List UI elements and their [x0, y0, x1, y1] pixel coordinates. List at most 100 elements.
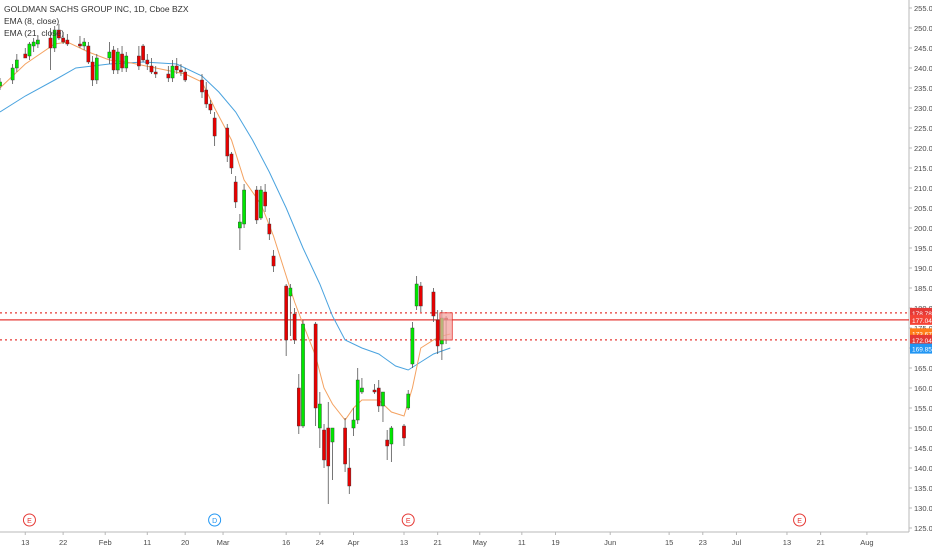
event-marker-circle	[208, 513, 222, 527]
x-tick-label: Aug	[860, 538, 873, 547]
candle	[141, 44, 145, 62]
event-marker-circle	[22, 513, 36, 527]
candle	[166, 66, 171, 82]
y-tick-label: 210.00	[914, 184, 932, 193]
x-tick-label: Mar	[217, 538, 230, 547]
y-tick-label: 205.00	[914, 204, 932, 213]
event-marker-label: E	[27, 518, 32, 525]
price-tag-bg	[910, 334, 932, 345]
candle	[233, 176, 238, 208]
candle-body	[296, 387, 301, 427]
price-tag-bg	[910, 328, 932, 339]
candle-body	[212, 117, 217, 137]
y-tick-label: 150.00	[914, 424, 932, 433]
candle-body	[242, 189, 246, 225]
y-tick-label: 230.00	[914, 104, 932, 113]
candle-body	[360, 387, 364, 393]
candle	[86, 42, 91, 64]
y-tick-label: 140.00	[914, 464, 932, 473]
candle	[153, 66, 158, 78]
candle-body	[267, 223, 272, 235]
candle	[301, 320, 305, 428]
candle-body	[313, 323, 318, 409]
candle	[200, 74, 204, 98]
y-tick-label: 130.00	[914, 504, 932, 513]
x-tick-label: 21	[433, 538, 441, 547]
y-tick-label: 245.00	[914, 44, 932, 53]
earnings-marker[interactable]: E	[793, 513, 807, 527]
candle-body	[284, 285, 288, 341]
candle-body	[389, 427, 394, 445]
x-tick-label: 13	[783, 538, 791, 547]
candle	[322, 424, 326, 468]
candle	[23, 48, 28, 59]
candle	[389, 426, 394, 462]
horizontal-levels[interactable]	[0, 312, 909, 341]
y-tick-label: 160.00	[914, 384, 932, 393]
candle	[61, 32, 65, 44]
candle	[406, 390, 411, 410]
candle-body	[174, 65, 179, 71]
candle-body	[94, 57, 99, 81]
ema-fast-label[interactable]: EMA (8, close)	[4, 16, 60, 26]
earnings-marker[interactable]: E	[401, 513, 415, 527]
candle-body	[376, 387, 381, 407]
candle	[31, 38, 36, 52]
x-tick-label: 13	[400, 538, 408, 547]
x-tick-label: 19	[551, 538, 559, 547]
candles	[0, 24, 448, 504]
candle-body	[166, 73, 171, 79]
candle-body	[288, 287, 293, 297]
candle-body	[57, 29, 61, 39]
candle	[313, 322, 318, 426]
x-tick-label: Feb	[99, 538, 112, 547]
price-range-box[interactable]	[439, 312, 453, 341]
highlight-box-layer[interactable]	[439, 312, 453, 341]
y-tick-label: 250.00	[914, 24, 932, 33]
candle-body	[254, 189, 259, 221]
candle	[284, 284, 288, 356]
candle	[402, 424, 406, 446]
candle-body	[351, 419, 356, 429]
candle	[238, 214, 242, 250]
dividend-marker[interactable]: D	[208, 513, 222, 527]
candle-body	[431, 291, 436, 317]
candle	[57, 24, 61, 40]
symbol-title[interactable]: GOLDMAN SACHS GROUP INC, 1D, Cboe BZX	[4, 4, 189, 14]
price-tag-label: 173.67	[912, 331, 932, 338]
candle-body	[23, 53, 28, 59]
candle-body	[414, 283, 419, 307]
earnings-marker[interactable]: E	[22, 513, 36, 527]
x-tick-label: 22	[59, 538, 67, 547]
candle	[435, 310, 440, 354]
y-tick-label: 240.00	[914, 64, 932, 73]
price-tag-label: 178.78	[912, 311, 932, 318]
ema-slow-label[interactable]: EMA (21, close)	[4, 28, 64, 38]
candle	[347, 448, 352, 494]
x-tick-label: 20	[181, 538, 189, 547]
price-tag: 178.78	[910, 307, 932, 318]
candle-body	[410, 327, 415, 365]
event-marker-label: E	[406, 518, 411, 525]
candle	[376, 380, 381, 412]
y-tick-label: 185.00	[914, 284, 932, 293]
candle	[78, 36, 82, 48]
candle	[419, 282, 423, 312]
price-tag-bg	[910, 307, 932, 318]
candle-body	[271, 255, 276, 267]
candle-body	[330, 427, 335, 443]
candle-body	[419, 285, 423, 307]
candle-body	[292, 313, 297, 341]
candle	[36, 36, 40, 48]
y-tick-label: 155.00	[914, 404, 932, 413]
x-tick-label: 16	[282, 538, 290, 547]
candle	[330, 427, 335, 480]
candle	[343, 418, 347, 472]
candle-body	[61, 37, 65, 43]
chart-legend: GOLDMAN SACHS GROUP INC, 1D, Cboe BZX EM…	[4, 3, 189, 39]
candle-body	[259, 189, 263, 219]
